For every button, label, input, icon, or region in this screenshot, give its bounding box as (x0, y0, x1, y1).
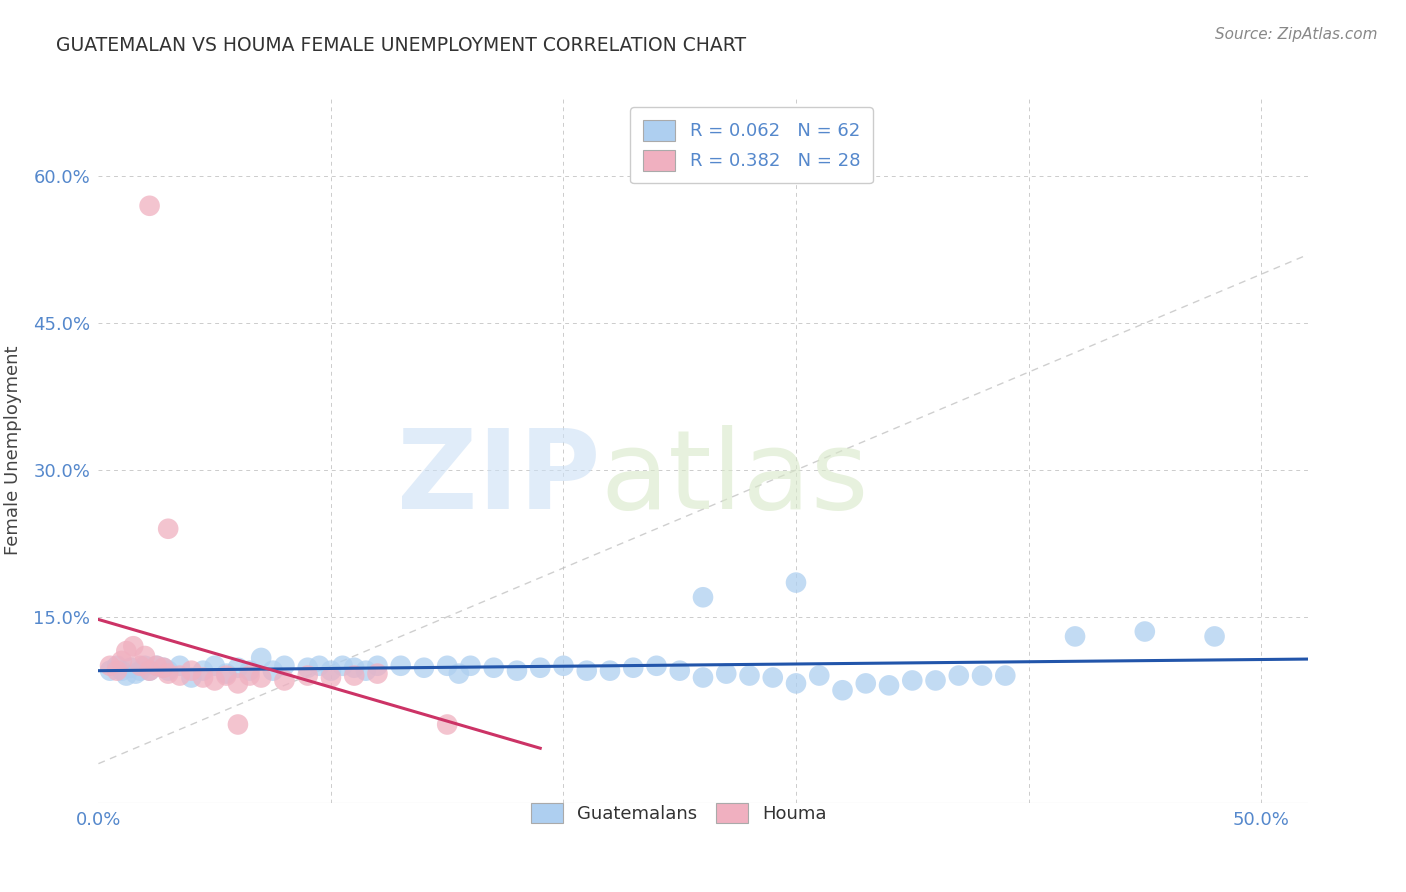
Point (180, 664, 202, 678)
Point (204, 673, 226, 688)
Point (204, 658, 226, 673)
Point (145, 658, 167, 673)
Point (366, 658, 388, 673)
Point (226, 661, 249, 675)
Point (157, 664, 180, 678)
Point (413, 661, 436, 675)
Point (529, 661, 551, 675)
Point (157, 522, 180, 536)
Point (482, 661, 505, 675)
Point (122, 639, 145, 653)
Point (105, 658, 128, 673)
Point (599, 664, 621, 678)
Point (169, 658, 191, 673)
Point (831, 683, 853, 698)
Point (124, 666, 146, 681)
Point (145, 658, 167, 673)
Point (250, 671, 273, 685)
Point (191, 664, 214, 678)
Text: atlas: atlas (600, 425, 869, 533)
Text: GUATEMALAN VS HOUMA FEMALE UNEMPLOYMENT CORRELATION CHART: GUATEMALAN VS HOUMA FEMALE UNEMPLOYMENT … (56, 36, 747, 54)
Point (250, 651, 273, 665)
Point (436, 658, 458, 673)
Legend: Guatemalans, Houma: Guatemalans, Houma (517, 790, 839, 836)
Point (692, 671, 714, 685)
Point (319, 664, 342, 678)
Point (180, 671, 202, 685)
Point (134, 658, 156, 673)
Point (239, 668, 262, 682)
Point (808, 668, 831, 682)
Text: Source: ZipAtlas.com: Source: ZipAtlas.com (1215, 27, 1378, 42)
Point (191, 671, 214, 685)
Point (343, 661, 366, 675)
Point (129, 658, 152, 673)
Point (138, 664, 160, 678)
Point (924, 673, 946, 688)
Point (115, 644, 138, 658)
Point (134, 648, 156, 663)
Point (138, 199, 160, 213)
Point (970, 668, 993, 682)
Point (447, 666, 470, 681)
Point (129, 664, 152, 678)
Point (668, 664, 690, 678)
Point (273, 658, 295, 673)
Point (645, 658, 668, 673)
Point (389, 658, 412, 673)
Point (460, 658, 482, 673)
Point (138, 664, 160, 678)
Point (226, 676, 249, 690)
Point (319, 671, 342, 685)
Point (901, 673, 924, 688)
Point (1204, 629, 1226, 643)
Point (762, 671, 785, 685)
Point (855, 676, 877, 690)
Point (262, 664, 284, 678)
Point (239, 664, 262, 678)
Point (152, 661, 174, 675)
Point (115, 668, 138, 682)
Point (332, 658, 354, 673)
Point (111, 664, 134, 678)
Point (436, 717, 458, 731)
Point (215, 666, 238, 681)
Point (111, 654, 134, 668)
Point (716, 666, 738, 681)
Point (1064, 629, 1087, 643)
Point (785, 676, 807, 690)
Point (994, 668, 1017, 682)
Point (98, 658, 121, 673)
Point (738, 668, 761, 682)
Point (575, 664, 598, 678)
Point (692, 591, 714, 605)
Point (105, 664, 128, 678)
Point (273, 673, 295, 688)
Point (215, 668, 238, 682)
Point (152, 661, 174, 675)
Point (98, 664, 121, 678)
Point (157, 666, 180, 681)
Point (1133, 624, 1156, 639)
Point (948, 668, 970, 682)
Point (297, 668, 319, 682)
Point (343, 668, 366, 682)
Point (226, 717, 249, 731)
Text: ZIP: ZIP (396, 425, 600, 533)
Point (169, 668, 191, 682)
Point (308, 658, 330, 673)
Y-axis label: Female Unemployment: Female Unemployment (4, 346, 22, 555)
Point (366, 666, 388, 681)
Point (120, 661, 142, 675)
Point (297, 661, 319, 675)
Point (553, 658, 575, 673)
Point (785, 575, 807, 590)
Point (877, 678, 900, 692)
Point (621, 661, 644, 675)
Point (354, 664, 377, 678)
Point (506, 664, 529, 678)
